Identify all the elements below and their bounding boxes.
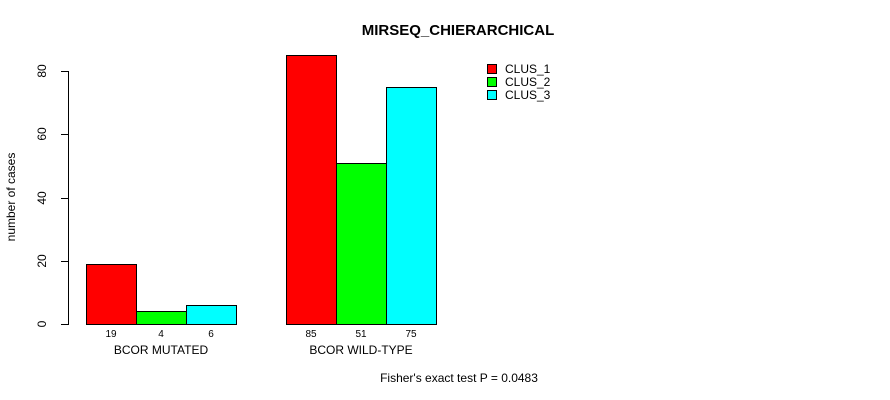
legend-item: CLUS_3 bbox=[487, 87, 551, 102]
y-tick-label: 0 bbox=[35, 320, 49, 328]
bar-value-label: 4 bbox=[158, 329, 164, 340]
legend-item: CLUS_2 bbox=[487, 74, 551, 89]
legend-swatch-clus_2 bbox=[487, 76, 497, 87]
y-tick bbox=[61, 260, 68, 262]
y-tick-label: 20 bbox=[35, 254, 49, 268]
bar-clus_1-2 bbox=[286, 55, 337, 325]
y-tick-label: 60 bbox=[35, 127, 49, 141]
legend-swatch-clus_1 bbox=[487, 63, 497, 74]
legend-swatch-clus_3 bbox=[487, 89, 497, 100]
bar-value-label: 19 bbox=[105, 329, 117, 340]
y-axis-label: number of cases bbox=[4, 152, 18, 242]
bar-clus_2-2 bbox=[336, 163, 387, 325]
bar-clus_2-1 bbox=[136, 311, 187, 325]
y-tick bbox=[61, 197, 68, 199]
y-axis-line bbox=[68, 71, 69, 325]
y-tick-label: 40 bbox=[35, 190, 49, 205]
legend-item: CLUS_1 bbox=[487, 61, 551, 76]
y-tick bbox=[61, 71, 68, 72]
bar-value-label: 51 bbox=[355, 329, 367, 340]
y-tick bbox=[61, 324, 68, 325]
footer-note: Fisher's exact test P = 0.0483 bbox=[380, 371, 538, 385]
y-tick-label: 80 bbox=[35, 64, 49, 78]
bar-clus_3-1 bbox=[186, 305, 237, 325]
bar-value-label: 75 bbox=[405, 329, 417, 340]
category-label: BCOR WILD-TYPE bbox=[309, 343, 413, 357]
legend-label: CLUS_3 bbox=[505, 87, 551, 102]
category-label: BCOR MUTATED bbox=[113, 343, 209, 357]
legend-label: CLUS_2 bbox=[505, 74, 551, 89]
bar-clus_3-2 bbox=[386, 87, 437, 325]
y-tick bbox=[61, 134, 68, 136]
bar-value-label: 85 bbox=[305, 329, 317, 340]
legend: CLUS_1 CLUS_2 CLUS_3 bbox=[487, 61, 551, 102]
bar-clus_1-1 bbox=[86, 264, 137, 325]
legend-label: CLUS_1 bbox=[505, 61, 551, 76]
chart-title: MIRSEQ_CHIERARCHICAL bbox=[361, 22, 555, 39]
bar-value-label: 6 bbox=[208, 329, 214, 340]
